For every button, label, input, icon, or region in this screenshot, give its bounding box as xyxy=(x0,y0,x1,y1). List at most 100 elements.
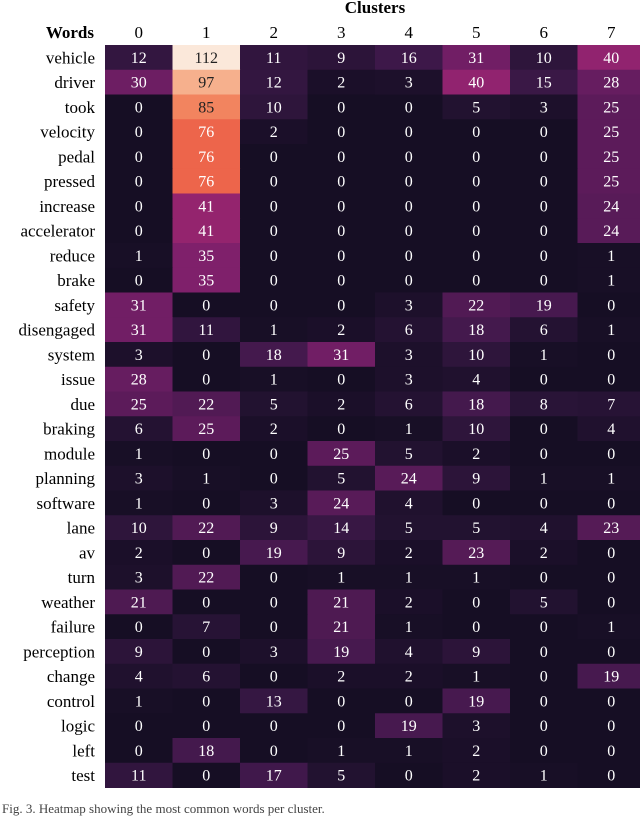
cell-value: 0 xyxy=(337,421,345,438)
cell-value: 1 xyxy=(540,768,548,785)
cell-value: 9 xyxy=(135,644,143,661)
cell-value: 3 xyxy=(405,347,413,364)
cell-value: 0 xyxy=(472,495,480,512)
cell-value: 2 xyxy=(337,396,345,413)
cell-value: 0 xyxy=(540,619,548,636)
cell-value: 11 xyxy=(199,322,214,339)
cell-value: 40 xyxy=(468,75,484,92)
cell-value: 0 xyxy=(135,718,143,735)
cell-value: 0 xyxy=(270,174,278,191)
row-label-lane: lane xyxy=(67,519,95,538)
cell-value: 0 xyxy=(135,619,143,636)
cell-value: 0 xyxy=(540,248,548,265)
cell-value: 0 xyxy=(472,273,480,290)
cell-value: 5 xyxy=(337,768,345,785)
row-header-words: Words xyxy=(46,23,95,42)
row-label-vehicle: vehicle xyxy=(46,48,95,67)
cell-value: 18 xyxy=(198,743,214,760)
cell-value: 3 xyxy=(405,297,413,314)
cell-value: 0 xyxy=(135,174,143,191)
cell-value: 19 xyxy=(536,297,552,314)
cell-value: 0 xyxy=(270,297,278,314)
cell-value: 41 xyxy=(198,223,214,240)
cell-value: 0 xyxy=(202,372,210,389)
cell-value: 3 xyxy=(270,495,278,512)
cell-value: 0 xyxy=(405,248,413,265)
cell-value: 0 xyxy=(202,545,210,562)
cell-value: 0 xyxy=(337,248,345,265)
cell-value: 3 xyxy=(540,99,548,116)
cell-value: 0 xyxy=(540,693,548,710)
cell-value: 9 xyxy=(337,545,345,562)
row-label-logic: logic xyxy=(61,717,95,736)
row-label-left: left xyxy=(72,741,95,760)
row-label-due: due xyxy=(70,395,95,414)
cell-value: 0 xyxy=(337,99,345,116)
cell-value: 1 xyxy=(337,743,345,760)
row-label-increase: increase xyxy=(39,197,95,216)
cell-value: 76 xyxy=(198,174,214,191)
cell-value: 0 xyxy=(607,347,615,364)
cell-value: 10 xyxy=(536,50,552,67)
cell-value: 5 xyxy=(472,99,480,116)
column-label-7: 7 xyxy=(607,23,616,42)
cell-value: 0 xyxy=(202,446,210,463)
cell-value: 0 xyxy=(202,347,210,364)
cell-value: 19 xyxy=(468,693,484,710)
cell-value: 85 xyxy=(198,99,214,116)
cell-value: 0 xyxy=(540,495,548,512)
cell-value: 0 xyxy=(607,718,615,735)
cell-value: 28 xyxy=(603,75,619,92)
column-label-1: 1 xyxy=(202,23,211,42)
cell-value: 4 xyxy=(607,421,615,438)
cell-value: 23 xyxy=(603,520,619,537)
cell-value: 0 xyxy=(607,297,615,314)
cell-value: 24 xyxy=(603,223,619,240)
cell-value: 0 xyxy=(337,223,345,240)
row-label-pressed: pressed xyxy=(44,172,95,191)
cell-value: 0 xyxy=(472,594,480,611)
cell-value: 25 xyxy=(131,396,147,413)
cell-value: 14 xyxy=(333,520,349,537)
row-label-velocity: velocity xyxy=(40,123,95,142)
cell-value: 0 xyxy=(405,174,413,191)
cell-value: 25 xyxy=(603,124,619,141)
cell-value: 5 xyxy=(472,520,480,537)
cell-value: 0 xyxy=(540,198,548,215)
cell-value: 10 xyxy=(131,520,147,537)
cell-value: 2 xyxy=(540,545,548,562)
cell-value: 9 xyxy=(472,644,480,661)
column-label-0: 0 xyxy=(135,23,144,42)
cell-value: 0 xyxy=(270,594,278,611)
cell-value: 9 xyxy=(337,50,345,67)
cell-value: 0 xyxy=(540,743,548,760)
cell-value: 0 xyxy=(607,693,615,710)
cell-value: 2 xyxy=(472,446,480,463)
cell-value: 0 xyxy=(202,297,210,314)
cell-value: 0 xyxy=(337,174,345,191)
cell-value: 1 xyxy=(135,693,143,710)
cell-value: 0 xyxy=(472,149,480,166)
cell-value: 0 xyxy=(540,149,548,166)
cell-value: 2 xyxy=(472,743,480,760)
cell-value: 6 xyxy=(405,396,413,413)
cell-value: 21 xyxy=(333,619,349,636)
cell-value: 1 xyxy=(607,322,615,339)
cell-value: 0 xyxy=(270,743,278,760)
cell-value: 2 xyxy=(405,545,413,562)
cell-value: 0 xyxy=(472,124,480,141)
cell-value: 1 xyxy=(202,471,210,488)
row-label-accelerator: accelerator xyxy=(20,222,95,241)
cell-value: 0 xyxy=(337,198,345,215)
cell-value: 12 xyxy=(131,50,147,67)
row-label-issue: issue xyxy=(61,370,95,389)
cell-value: 0 xyxy=(607,495,615,512)
cell-value: 0 xyxy=(270,248,278,265)
cell-value: 18 xyxy=(266,347,282,364)
cell-value: 31 xyxy=(333,347,349,364)
cell-value: 0 xyxy=(540,570,548,587)
cell-value: 0 xyxy=(270,149,278,166)
cell-value: 9 xyxy=(472,471,480,488)
